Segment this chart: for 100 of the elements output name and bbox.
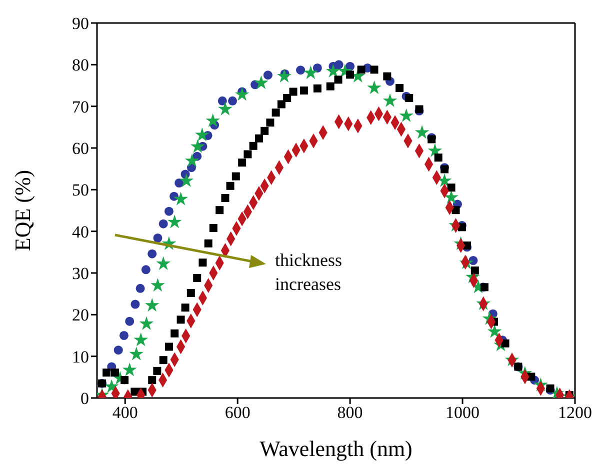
point bbox=[114, 346, 123, 355]
point bbox=[218, 96, 227, 106]
point bbox=[158, 219, 168, 228]
point bbox=[198, 258, 207, 267]
point bbox=[249, 142, 258, 150]
point bbox=[234, 87, 250, 101]
point bbox=[254, 134, 263, 142]
point bbox=[125, 316, 134, 326]
point bbox=[289, 88, 298, 96]
point bbox=[181, 304, 190, 312]
point bbox=[159, 356, 168, 364]
point bbox=[179, 173, 194, 188]
point bbox=[206, 113, 220, 128]
point bbox=[447, 184, 456, 192]
y-tick-label: 30 bbox=[72, 264, 89, 284]
point bbox=[263, 70, 272, 80]
point bbox=[228, 96, 238, 106]
point bbox=[452, 206, 460, 214]
x-tick-label: 800 bbox=[337, 403, 363, 422]
point bbox=[129, 346, 144, 360]
point bbox=[367, 80, 382, 94]
point bbox=[184, 153, 200, 168]
point bbox=[546, 384, 554, 392]
point bbox=[144, 298, 160, 312]
point bbox=[296, 66, 306, 75]
point bbox=[370, 66, 378, 74]
point bbox=[164, 342, 173, 351]
point bbox=[153, 233, 162, 243]
point bbox=[383, 72, 392, 80]
point bbox=[313, 84, 322, 92]
point bbox=[283, 94, 292, 102]
point bbox=[238, 158, 246, 167]
y-tick-label: 90 bbox=[72, 14, 89, 34]
point bbox=[334, 76, 342, 84]
point bbox=[193, 274, 202, 282]
x-tick-label: 400 bbox=[112, 403, 138, 422]
point bbox=[148, 376, 156, 384]
y-tick-label: 50 bbox=[72, 180, 89, 200]
x-tick-label: 1000 bbox=[446, 403, 480, 422]
point bbox=[312, 63, 322, 73]
point bbox=[470, 266, 479, 274]
point bbox=[130, 300, 140, 309]
point bbox=[194, 128, 210, 142]
point bbox=[174, 192, 188, 206]
point bbox=[501, 339, 510, 348]
point bbox=[134, 332, 148, 346]
point bbox=[153, 366, 162, 375]
point bbox=[150, 278, 165, 292]
point bbox=[221, 194, 230, 202]
point bbox=[190, 139, 205, 153]
point bbox=[122, 362, 137, 376]
point bbox=[414, 125, 430, 139]
point bbox=[102, 368, 111, 377]
point bbox=[277, 100, 286, 108]
point bbox=[164, 206, 174, 216]
y-tick-label: 20 bbox=[72, 306, 89, 325]
point bbox=[176, 316, 185, 324]
point bbox=[346, 70, 354, 79]
point bbox=[174, 178, 184, 188]
point bbox=[260, 126, 269, 135]
point bbox=[382, 93, 398, 108]
point bbox=[399, 108, 414, 122]
x-axis-title: Wavelength (nm) bbox=[260, 436, 412, 461]
y-tick-label: 10 bbox=[72, 347, 89, 366]
point bbox=[110, 368, 119, 377]
point bbox=[156, 256, 171, 270]
point bbox=[396, 84, 404, 92]
point bbox=[326, 82, 334, 90]
point bbox=[216, 206, 224, 214]
point bbox=[170, 329, 179, 338]
point bbox=[304, 65, 318, 80]
point bbox=[119, 330, 129, 340]
y-tick-label: 0 bbox=[80, 389, 89, 408]
y-tick-label: 40 bbox=[72, 222, 89, 242]
point bbox=[300, 86, 308, 94]
point bbox=[186, 289, 195, 297]
point bbox=[428, 143, 442, 158]
point bbox=[326, 64, 340, 78]
point bbox=[244, 150, 252, 158]
point bbox=[167, 214, 182, 228]
point bbox=[204, 239, 212, 248]
x-tick-label: 600 bbox=[224, 403, 250, 422]
point bbox=[139, 316, 154, 330]
point bbox=[148, 249, 157, 258]
y-tick-label: 80 bbox=[72, 56, 89, 75]
point bbox=[334, 60, 344, 70]
point bbox=[141, 265, 150, 274]
point bbox=[226, 182, 234, 190]
point bbox=[218, 102, 232, 116]
point bbox=[136, 284, 145, 293]
point bbox=[254, 75, 268, 90]
point bbox=[272, 108, 280, 117]
point bbox=[120, 376, 129, 384]
point bbox=[444, 190, 458, 204]
y-tick-label: 70 bbox=[72, 97, 89, 116]
x-tick-label: 1200 bbox=[558, 403, 592, 422]
point bbox=[487, 324, 502, 338]
annotation: thickness increases bbox=[275, 249, 343, 296]
point bbox=[405, 94, 414, 102]
point bbox=[434, 154, 442, 162]
